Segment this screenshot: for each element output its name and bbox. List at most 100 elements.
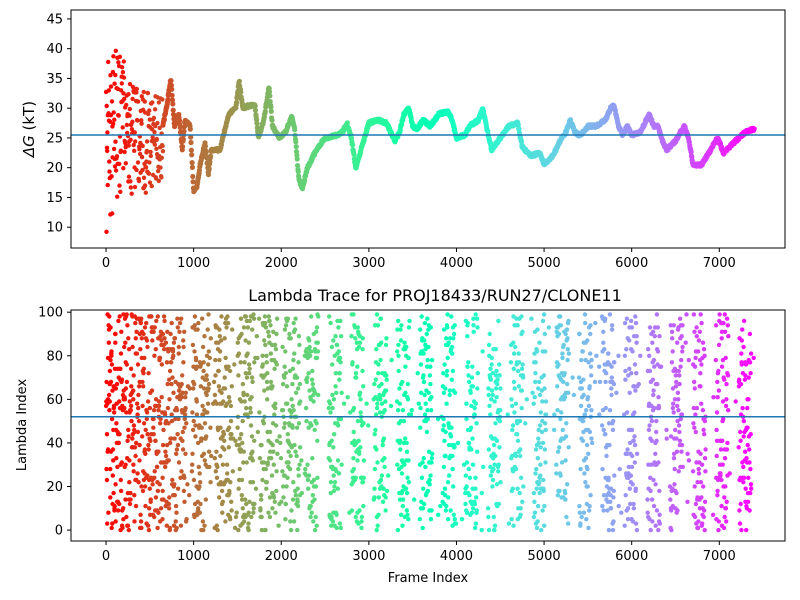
- lambda-point: [673, 384, 679, 389]
- delta-g-point: [132, 130, 137, 135]
- lambda-point: [677, 316, 683, 321]
- lambda-point: [444, 368, 450, 374]
- lambda-point: [579, 386, 585, 391]
- lambda-point: [135, 429, 141, 435]
- lambda-point: [158, 506, 164, 511]
- lambda-point: [146, 527, 152, 533]
- delta-g-point: [170, 101, 176, 107]
- lambda-point: [229, 499, 234, 504]
- lambda-point: [670, 349, 675, 354]
- lambda-point: [328, 480, 334, 485]
- lambda-point: [166, 506, 172, 511]
- lambda-point: [741, 318, 747, 324]
- delta-g-point: [104, 145, 110, 150]
- lambda-point: [294, 425, 300, 430]
- lambda-point: [262, 388, 267, 393]
- lambda-point: [118, 351, 124, 356]
- lambda-point: [185, 482, 190, 487]
- lambda-point: [464, 510, 470, 515]
- delta-g-y-axis-label-unit: (kT): [20, 101, 38, 135]
- lambda-point: [509, 403, 515, 409]
- lambda-point: [374, 527, 379, 533]
- lambda-point: [125, 523, 131, 528]
- lambda-point: [469, 375, 475, 380]
- lambda-point: [133, 336, 138, 341]
- lambda-point: [251, 510, 256, 515]
- lambda-point: [361, 384, 366, 389]
- lambda-point: [167, 525, 173, 531]
- y-tick-label: 45: [46, 12, 63, 27]
- delta-g-point: [147, 108, 152, 113]
- lambda-point: [248, 423, 254, 428]
- lambda-point: [220, 462, 226, 467]
- lambda-point: [113, 331, 118, 337]
- delta-g-point: [135, 99, 141, 104]
- lambda-point: [177, 320, 183, 326]
- lambda-point: [131, 397, 136, 402]
- lambda-point: [164, 523, 169, 528]
- lambda-point: [309, 314, 314, 319]
- lambda-point: [314, 355, 320, 361]
- lambda-point: [509, 517, 514, 522]
- lambda-point: [378, 316, 384, 321]
- lambda-point: [309, 510, 314, 515]
- lambda-point: [747, 360, 753, 365]
- lambda-point: [714, 427, 719, 433]
- lambda-point: [645, 510, 650, 515]
- lambda-point: [603, 405, 608, 411]
- lambda-point: [746, 397, 751, 402]
- lambda-point: [630, 519, 636, 524]
- lambda-point: [396, 368, 401, 374]
- lambda-point: [376, 495, 381, 500]
- lambda-point: [702, 456, 708, 461]
- lambda-point: [373, 412, 379, 417]
- lambda-point: [737, 508, 742, 513]
- lambda-point: [624, 410, 630, 415]
- lambda-point: [357, 508, 362, 513]
- lambda-point: [156, 403, 162, 409]
- lambda-point: [630, 453, 635, 459]
- lambda-point: [543, 427, 548, 433]
- lambda-point: [459, 517, 465, 522]
- lambda-point: [630, 349, 635, 354]
- lambda-point: [654, 429, 659, 435]
- lambda-point: [631, 501, 636, 507]
- lambda-point: [214, 475, 220, 480]
- delta-g-point: [118, 189, 123, 194]
- lambda-point: [162, 347, 167, 352]
- lambda-point: [282, 375, 287, 380]
- lambda-point: [143, 427, 148, 433]
- lambda-point: [156, 449, 161, 454]
- lambda-point: [552, 412, 557, 417]
- lambda-point: [486, 392, 491, 398]
- lambda-point: [424, 429, 430, 435]
- lambda-point: [653, 451, 658, 456]
- x-tick-label: 0: [102, 549, 110, 564]
- lambda-point: [208, 336, 213, 341]
- lambda-point: [334, 525, 339, 531]
- lambda-point: [405, 475, 410, 480]
- delta-g-point: [123, 161, 128, 166]
- lambda-point: [450, 351, 455, 356]
- lambda-point: [748, 351, 754, 356]
- lambda-point: [170, 349, 176, 354]
- lambda-point: [403, 364, 408, 369]
- lambda-point: [627, 338, 632, 343]
- lambda-point: [741, 464, 746, 470]
- lambda-point: [488, 366, 493, 371]
- lambda-point: [425, 488, 431, 494]
- lambda-point: [722, 456, 728, 461]
- lambda-point: [668, 323, 673, 328]
- lambda-point: [555, 384, 560, 389]
- delta-g-point: [117, 161, 122, 167]
- lambda-point: [211, 379, 217, 385]
- lambda-point: [702, 527, 707, 533]
- lambda-point: [561, 379, 566, 385]
- lambda-point: [488, 377, 493, 382]
- lambda-point: [295, 486, 300, 491]
- lambda-point: [353, 375, 359, 380]
- lambda-point: [134, 329, 139, 334]
- lambda-point: [625, 451, 630, 456]
- y-tick-label: 80: [46, 349, 63, 364]
- lambda-point: [280, 469, 285, 474]
